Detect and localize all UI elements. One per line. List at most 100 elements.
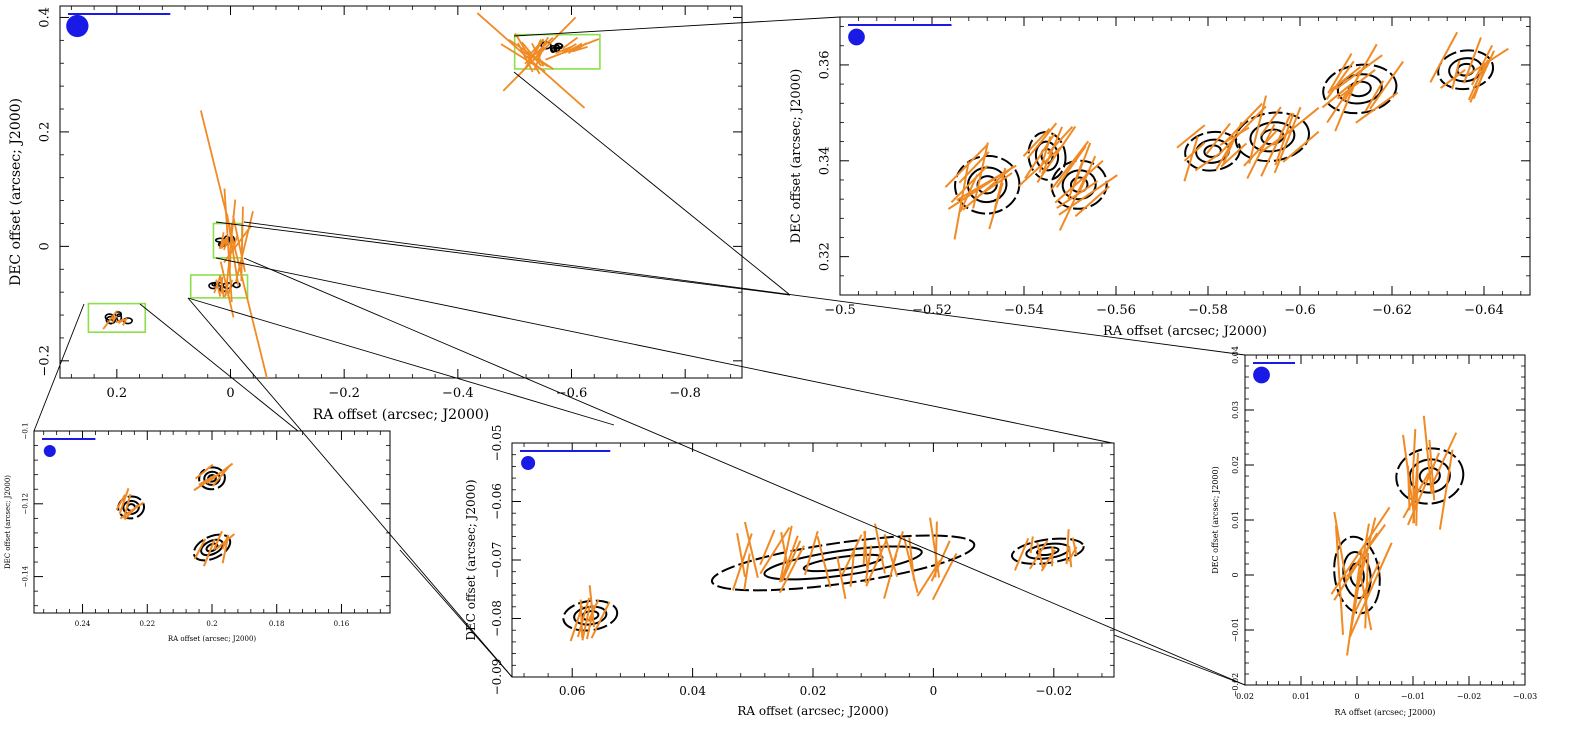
y-tick-label: −0.02 <box>1231 673 1240 698</box>
x-tick-label: 0.06 <box>559 684 586 698</box>
y-tick-label: −0.06 <box>490 483 504 520</box>
x-tick-label: −0.6 <box>556 386 588 401</box>
x-tick-label: 0 <box>226 386 234 401</box>
polarization-vector <box>1271 107 1320 146</box>
polarization-vector <box>227 238 234 246</box>
zoom-connector <box>187 297 513 678</box>
polarization-vector <box>231 234 239 252</box>
polarization-vector <box>567 42 583 55</box>
polarization-vector <box>221 534 230 550</box>
polarization-vector <box>903 537 919 593</box>
panel-zoom-right: 0.02 0.01 0 −0.01 −0.02 −0.03 −0.02 −0.01 0 0.01 0… <box>1211 346 1537 717</box>
beam-ellipse <box>66 14 89 38</box>
y-tick-label: 0.36 <box>817 50 832 79</box>
polarization-vector <box>1219 105 1267 154</box>
x-axis-title: RA offset (arcsec; J2000) <box>1335 708 1436 717</box>
zoom-connector <box>399 549 513 678</box>
polarization-vector <box>223 283 229 298</box>
polarization-vector <box>115 494 126 511</box>
x-tick-label: −0.4 <box>442 386 474 401</box>
y-tick-label: 0.01 <box>1231 511 1240 529</box>
polarization-vector <box>863 531 869 572</box>
polarization-vector <box>194 463 214 480</box>
polarization-vector <box>743 553 751 590</box>
contour <box>1234 111 1310 163</box>
polarization-vector <box>1325 60 1355 100</box>
zoom-connector <box>513 16 841 37</box>
beam-ellipse <box>1253 366 1270 384</box>
zoom-connector <box>215 257 1113 444</box>
polarization-vector <box>1038 136 1052 173</box>
polarization-vector <box>1472 59 1489 99</box>
polarization-vector <box>1407 465 1411 511</box>
contour <box>232 281 241 289</box>
polarization-vector <box>213 530 223 551</box>
plot-frame <box>839 16 1531 296</box>
x-axis-title: RA offset (arcsec; J2000) <box>737 704 888 718</box>
polarization-vector <box>841 534 863 576</box>
plot-area <box>87 12 601 378</box>
contour <box>1036 546 1060 557</box>
polarization-vector <box>1018 146 1062 187</box>
polarization-vector <box>198 474 217 486</box>
polarization-vector <box>1440 69 1466 89</box>
polarization-vector <box>123 503 140 521</box>
polarization-vector <box>1183 142 1206 162</box>
polarization-vector <box>780 531 789 568</box>
polarization-vector <box>1355 91 1399 124</box>
polarization-vector <box>779 525 793 583</box>
x-tick-label: −0.62 <box>1372 303 1412 318</box>
polarization-vector <box>944 143 989 188</box>
beam-ellipse <box>848 28 865 46</box>
polarization-vector <box>1054 159 1104 204</box>
y-tick-label: −0.2 <box>37 345 52 377</box>
polarization-vector <box>1074 185 1110 217</box>
y-tick-label: −0.01 <box>1231 618 1240 643</box>
x-tick-label: 0.02 <box>1236 692 1254 701</box>
polarization-vector <box>1336 69 1376 100</box>
polarization-vector <box>803 530 819 576</box>
plot-frame <box>511 442 1115 678</box>
polarization-vector <box>115 319 123 324</box>
polarization-vector <box>1014 537 1030 571</box>
x-tick-label: −0.02 <box>1035 684 1072 698</box>
polarization-vector <box>1041 126 1064 175</box>
polarization-vector <box>780 540 802 582</box>
polarization-vector <box>959 174 979 213</box>
x-tick-label: 0.24 <box>75 620 91 628</box>
polarization-vector <box>220 276 224 294</box>
polarization-vector <box>576 597 591 638</box>
polarization-vector <box>1350 561 1381 619</box>
plot-area <box>1330 415 1465 656</box>
x-tick-label: −0.03 <box>1513 692 1538 701</box>
polarization-vector <box>1334 54 1383 91</box>
polarization-vector <box>1343 43 1378 102</box>
polarization-vector <box>1282 130 1320 163</box>
polarization-vector <box>581 605 591 641</box>
polarization-vector <box>1065 529 1070 565</box>
x-tick-label: −0.64 <box>1464 303 1504 318</box>
polarization-vector <box>573 42 588 53</box>
polarization-vector <box>1422 415 1433 495</box>
polarization-vector <box>562 36 579 50</box>
polarization-vector <box>1029 536 1034 554</box>
y-tick-label: −0.05 <box>490 425 504 462</box>
polarization-vector <box>1071 537 1078 556</box>
contour <box>549 44 557 54</box>
polarization-vector <box>1220 142 1248 168</box>
x-tick-label: −0.56 <box>1096 303 1136 318</box>
zoom-connector <box>1113 634 1246 686</box>
x-tick-label: 0.22 <box>139 620 155 628</box>
polarization-vector <box>1428 439 1436 501</box>
polarization-vector <box>1326 86 1352 124</box>
polarization-vector <box>743 521 759 579</box>
plot-area <box>944 31 1509 240</box>
contour <box>554 42 564 50</box>
contour <box>205 542 219 553</box>
polarization-vector <box>1369 60 1404 110</box>
polarization-vector <box>1334 525 1345 635</box>
polarization-vector <box>1022 128 1051 157</box>
x-tick-label: −0.58 <box>1188 303 1228 318</box>
polarization-vector <box>590 601 611 639</box>
